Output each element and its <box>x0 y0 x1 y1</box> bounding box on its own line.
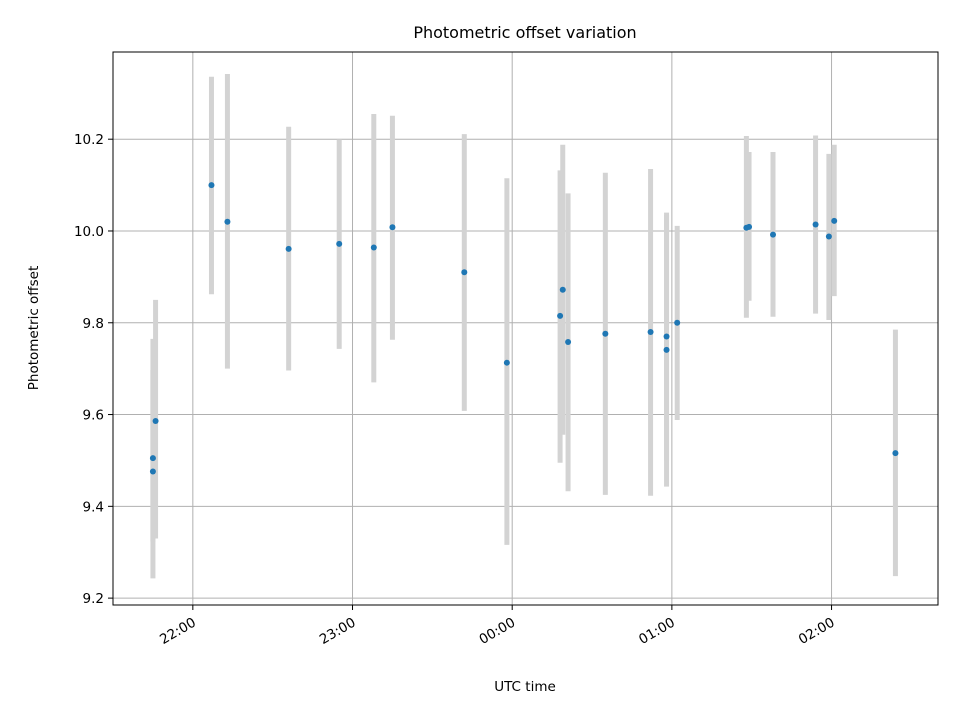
data-point <box>674 319 681 326</box>
y-tick-label: 10.2 <box>74 132 104 148</box>
grid <box>113 52 938 605</box>
data-point <box>663 346 670 353</box>
data-point <box>461 269 468 276</box>
chart-title: Photometric offset variation <box>413 23 636 42</box>
y-axis-label: Photometric offset <box>26 266 42 390</box>
y-tick-label: 9.2 <box>83 591 104 607</box>
data-point <box>503 359 510 366</box>
data-point <box>663 333 670 340</box>
x-axis-label: UTC time <box>494 679 556 695</box>
data-point <box>285 245 292 252</box>
data-point <box>224 218 231 225</box>
data-point <box>557 312 564 319</box>
data-point <box>559 286 566 293</box>
data-point <box>647 328 654 335</box>
data-point <box>831 217 838 224</box>
y-tick-label: 9.8 <box>83 316 104 332</box>
data-point <box>770 231 776 238</box>
data-points <box>149 182 899 475</box>
data-point <box>389 224 396 231</box>
data-point <box>602 330 609 337</box>
data-point <box>746 223 753 230</box>
data-point <box>825 233 832 240</box>
plot-frame <box>112 51 939 606</box>
data-point <box>152 417 159 424</box>
y-tick-label: 10.0 <box>74 224 104 240</box>
data-point <box>149 455 156 462</box>
data-point <box>208 182 215 189</box>
data-point <box>336 240 343 247</box>
data-point <box>812 221 819 228</box>
y-tick-label: 9.6 <box>83 408 104 424</box>
data-point <box>370 244 377 251</box>
data-point <box>565 339 572 346</box>
y-tick-label: 9.4 <box>83 499 104 515</box>
data-point <box>149 468 156 475</box>
data-point <box>892 450 899 457</box>
